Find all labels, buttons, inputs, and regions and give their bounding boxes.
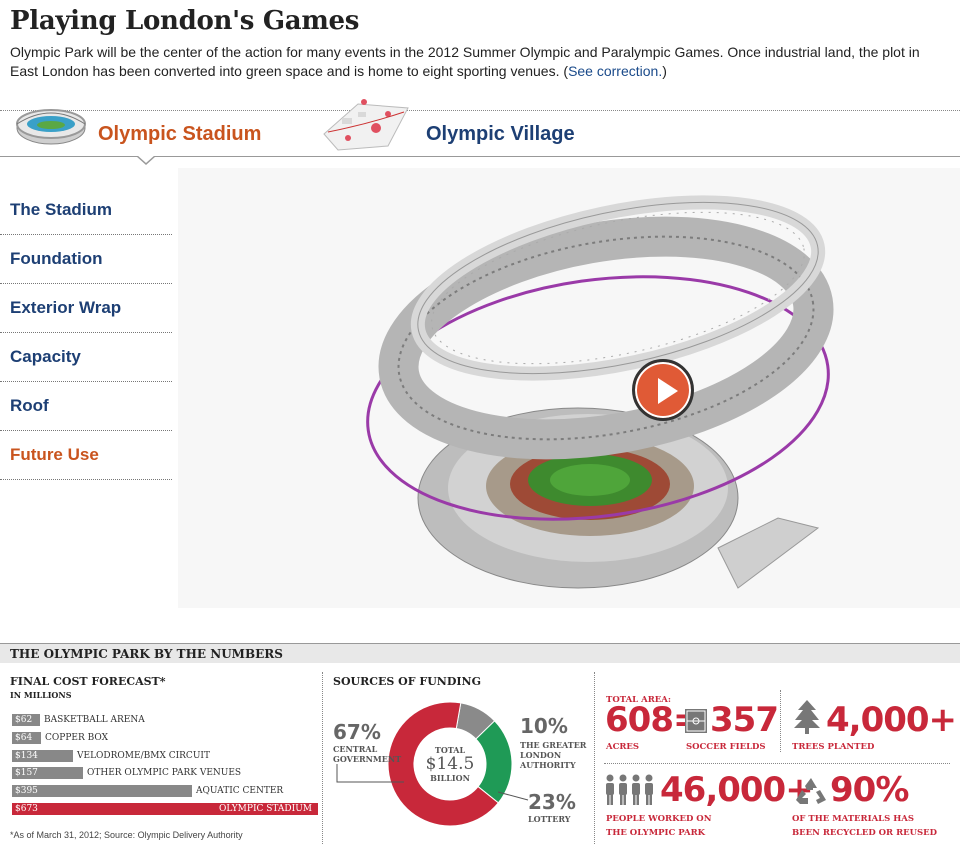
cost-bar-label: VELODROME/BMX CIRCUIT bbox=[77, 751, 210, 761]
donut-center-label: TOTAL $14.5 BILLION bbox=[414, 745, 486, 783]
funding-donut-chart bbox=[387, 701, 513, 827]
trees-value: 4,000+ bbox=[826, 700, 957, 740]
people-icon bbox=[606, 774, 653, 805]
cost-bar-value: $62 bbox=[15, 715, 33, 725]
cost-footnote: *As of March 31, 2012; Source: Olympic D… bbox=[10, 830, 243, 840]
recycled-value: 90% bbox=[830, 770, 909, 810]
village-thumbnail[interactable] bbox=[318, 94, 414, 154]
menu-item-future-use[interactable]: Future Use bbox=[0, 431, 172, 480]
funding-title: SOURCES OF FUNDING bbox=[333, 675, 481, 688]
cost-bar-value: $134 bbox=[15, 751, 38, 761]
cost-bar-value: $64 bbox=[15, 733, 33, 743]
cost-bar-value: $395 bbox=[15, 786, 38, 796]
tree-icon bbox=[794, 700, 820, 734]
cost-bar bbox=[12, 714, 40, 726]
cost-bar-label: OLYMPIC STADIUM bbox=[218, 804, 312, 814]
soccer-fields-value: 357 bbox=[710, 700, 779, 740]
cost-bar bbox=[12, 767, 83, 779]
lottery-percent: 23% bbox=[528, 790, 576, 814]
government-leader-line bbox=[336, 764, 404, 783]
soccer-fields-label: SOCCER FIELDS bbox=[686, 742, 766, 752]
workers-value: 46,000+ bbox=[660, 770, 814, 810]
lottery-leader-line bbox=[498, 791, 529, 801]
government-percent: 67% bbox=[333, 720, 381, 744]
cost-bar bbox=[12, 785, 192, 797]
active-tab-pointer bbox=[136, 155, 156, 165]
intro-body: Olympic Park will be the center of the a… bbox=[10, 44, 920, 79]
menu-item-capacity[interactable]: Capacity bbox=[0, 333, 172, 382]
workers-label: PEOPLE WORKED ON THE OLYMPIC PARK bbox=[606, 814, 712, 838]
divider-4 bbox=[604, 763, 950, 764]
cost-bar-row: $157 OTHER OLYMPIC PARK VENUES bbox=[12, 767, 318, 779]
cost-bar-row: $134 VELODROME/BMX CIRCUIT bbox=[12, 750, 318, 762]
lottery-label: LOTTERY bbox=[528, 814, 571, 824]
stadium-video-stage[interactable] bbox=[178, 168, 960, 608]
cost-forecast-title: FINAL COST FORECAST* bbox=[10, 675, 166, 688]
tab-olympic-village[interactable]: Olympic Village bbox=[426, 123, 575, 145]
cost-bar-row: $395 AQUATIC CENTER bbox=[12, 785, 318, 797]
cost-bar-value: $673 bbox=[15, 804, 38, 814]
government-label: CENTRAL GOVERNMENT bbox=[333, 744, 402, 764]
menu-item-foundation[interactable]: Foundation bbox=[0, 235, 172, 284]
stadium-illustration bbox=[366, 195, 834, 589]
donut-center-bottom: BILLION bbox=[430, 773, 470, 783]
correction-close: ) bbox=[662, 63, 667, 79]
acres-label: ACRES bbox=[606, 742, 640, 752]
cost-bar-value: $157 bbox=[15, 768, 38, 778]
menu-item-exterior-wrap[interactable]: Exterior Wrap bbox=[0, 284, 172, 333]
total-area-label: TOTAL AREA: bbox=[606, 695, 671, 705]
see-correction-link[interactable]: See correction. bbox=[568, 63, 663, 79]
donut-center-value: $14.5 bbox=[425, 754, 475, 774]
cost-bar-row: $673 OLYMPIC STADIUM bbox=[12, 803, 318, 815]
section-tabs: Olympic Stadium Olympic Village bbox=[0, 94, 960, 165]
cost-bar bbox=[12, 750, 73, 762]
tabs-bottom-rule bbox=[0, 156, 960, 157]
cost-bar bbox=[12, 803, 318, 815]
cost-bar-label: AQUATIC CENTER bbox=[196, 786, 284, 796]
cost-forecast-subtitle: IN MILLIONS bbox=[10, 690, 72, 700]
recycle-icon bbox=[796, 778, 826, 804]
cost-bar-label: OTHER OLYMPIC PARK VENUES bbox=[87, 768, 242, 778]
donut-slice bbox=[387, 701, 500, 827]
tabs-top-rule bbox=[0, 110, 960, 111]
play-video-button[interactable] bbox=[632, 359, 694, 421]
cost-bar bbox=[12, 732, 41, 744]
divider-3 bbox=[780, 690, 781, 752]
page-title: Playing London's Games bbox=[10, 6, 360, 36]
recycled-label: OF THE MATERIALS HAS BEEN RECYCLED OR RE… bbox=[792, 814, 938, 838]
numbers-header: THE OLYMPIC PARK BY THE NUMBERS bbox=[10, 647, 283, 661]
soccer-field-icon bbox=[685, 709, 707, 733]
divider-2 bbox=[594, 672, 595, 844]
cost-bar-row: $64 COPPER BOX bbox=[12, 732, 318, 744]
trees-label: TREES PLANTED bbox=[792, 742, 875, 752]
gla-label: THE GREATER LONDON AUTHORITY bbox=[520, 740, 587, 770]
stadium-thumbnail[interactable] bbox=[12, 94, 90, 154]
menu-item-roof[interactable]: Roof bbox=[0, 382, 172, 431]
correction-open: ( bbox=[563, 63, 569, 79]
cost-bar-label: COPPER BOX bbox=[45, 733, 108, 743]
gla-percent: 10% bbox=[520, 714, 568, 738]
stadium-topics-menu: The Stadium Foundation Exterior Wrap Cap… bbox=[0, 186, 172, 480]
cost-bar-row: $62 BASKETBALL ARENA bbox=[12, 714, 318, 726]
divider-1 bbox=[322, 672, 323, 844]
numbers-header-bar: THE OLYMPIC PARK BY THE NUMBERS bbox=[0, 643, 960, 663]
tab-olympic-stadium[interactable]: Olympic Stadium bbox=[98, 123, 262, 145]
intro-text: Olympic Park will be the center of the a… bbox=[10, 43, 950, 81]
donut-center-top: TOTAL bbox=[434, 745, 466, 755]
cost-bar-label: BASKETBALL ARENA bbox=[44, 715, 145, 725]
menu-item-the-stadium[interactable]: The Stadium bbox=[0, 186, 172, 235]
